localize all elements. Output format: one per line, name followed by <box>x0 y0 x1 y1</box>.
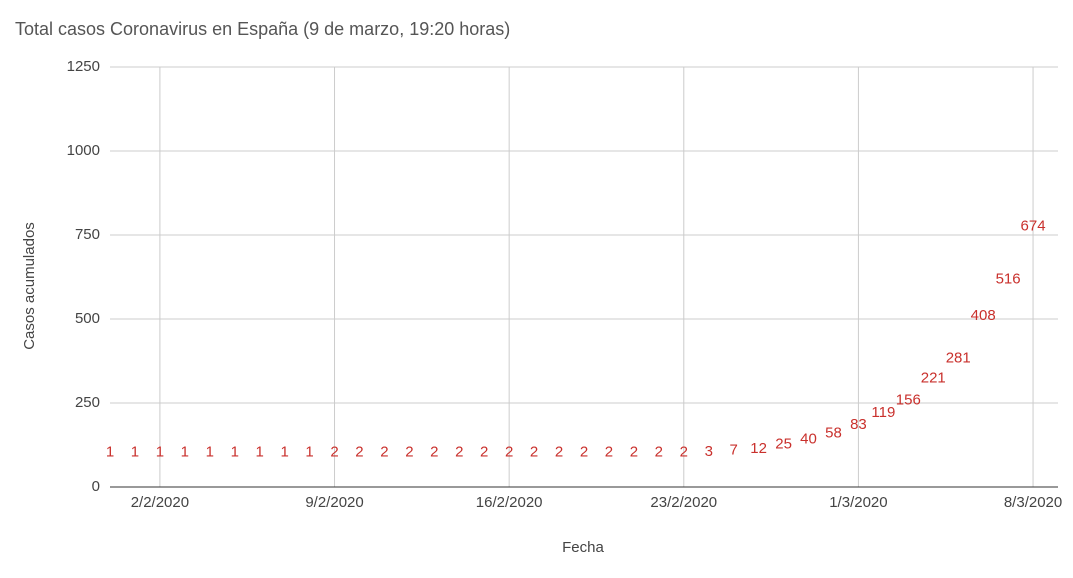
data-label: 2 <box>655 443 663 460</box>
data-label: 674 <box>1021 218 1046 235</box>
data-label: 2 <box>630 443 638 460</box>
y-tick-label: 250 <box>75 394 100 411</box>
data-label: 58 <box>825 424 842 441</box>
data-label: 408 <box>971 307 996 324</box>
data-label: 516 <box>996 271 1021 288</box>
data-label: 1 <box>305 444 313 461</box>
data-label: 1 <box>231 444 239 461</box>
data-label: 2 <box>405 443 413 460</box>
x-axis-title: Fecha <box>562 539 604 556</box>
data-label: 2 <box>530 443 538 460</box>
data-label: 3 <box>705 443 713 460</box>
data-label: 1 <box>280 444 288 461</box>
data-label: 1 <box>131 444 139 461</box>
y-tick-label: 500 <box>75 310 100 327</box>
y-tick-label: 750 <box>75 226 100 243</box>
data-label: 7 <box>730 442 738 459</box>
data-label: 40 <box>800 431 817 448</box>
data-label: 1 <box>206 444 214 461</box>
data-label: 2 <box>555 443 563 460</box>
data-label: 2 <box>380 443 388 460</box>
data-label: 12 <box>750 440 767 457</box>
data-label: 2 <box>455 443 463 460</box>
x-tick-label: 1/3/2020 <box>829 494 887 511</box>
data-label: 1 <box>256 444 264 461</box>
data-label: 1 <box>156 444 164 461</box>
data-label: 83 <box>850 416 867 433</box>
data-label: 1 <box>181 444 189 461</box>
y-tick-label: 1250 <box>67 58 100 75</box>
data-label: 2 <box>355 443 363 460</box>
data-label: 2 <box>605 443 613 460</box>
y-tick-label: 0 <box>92 478 100 495</box>
data-label: 281 <box>946 350 971 367</box>
data-label: 2 <box>330 443 338 460</box>
data-label: 2 <box>480 443 488 460</box>
data-label: 1 <box>106 444 114 461</box>
x-tick-label: 9/2/2020 <box>305 494 363 511</box>
data-label: 156 <box>896 392 921 409</box>
data-label: 2 <box>680 443 688 460</box>
x-tick-label: 8/3/2020 <box>1004 494 1062 511</box>
y-tick-label: 1000 <box>67 142 100 159</box>
x-tick-label: 2/2/2020 <box>131 494 189 511</box>
data-label: 2 <box>430 443 438 460</box>
data-label: 2 <box>580 443 588 460</box>
data-label: 221 <box>921 370 946 387</box>
x-tick-label: 23/2/2020 <box>650 494 717 511</box>
chart-title: Total casos Coronavirus en España (9 de … <box>15 19 510 39</box>
data-label: 25 <box>775 436 792 453</box>
data-label: 2 <box>505 443 513 460</box>
x-tick-label: 16/2/2020 <box>476 494 543 511</box>
data-label: 119 <box>871 404 895 421</box>
y-axis-title: Casos acumulados <box>21 222 38 350</box>
